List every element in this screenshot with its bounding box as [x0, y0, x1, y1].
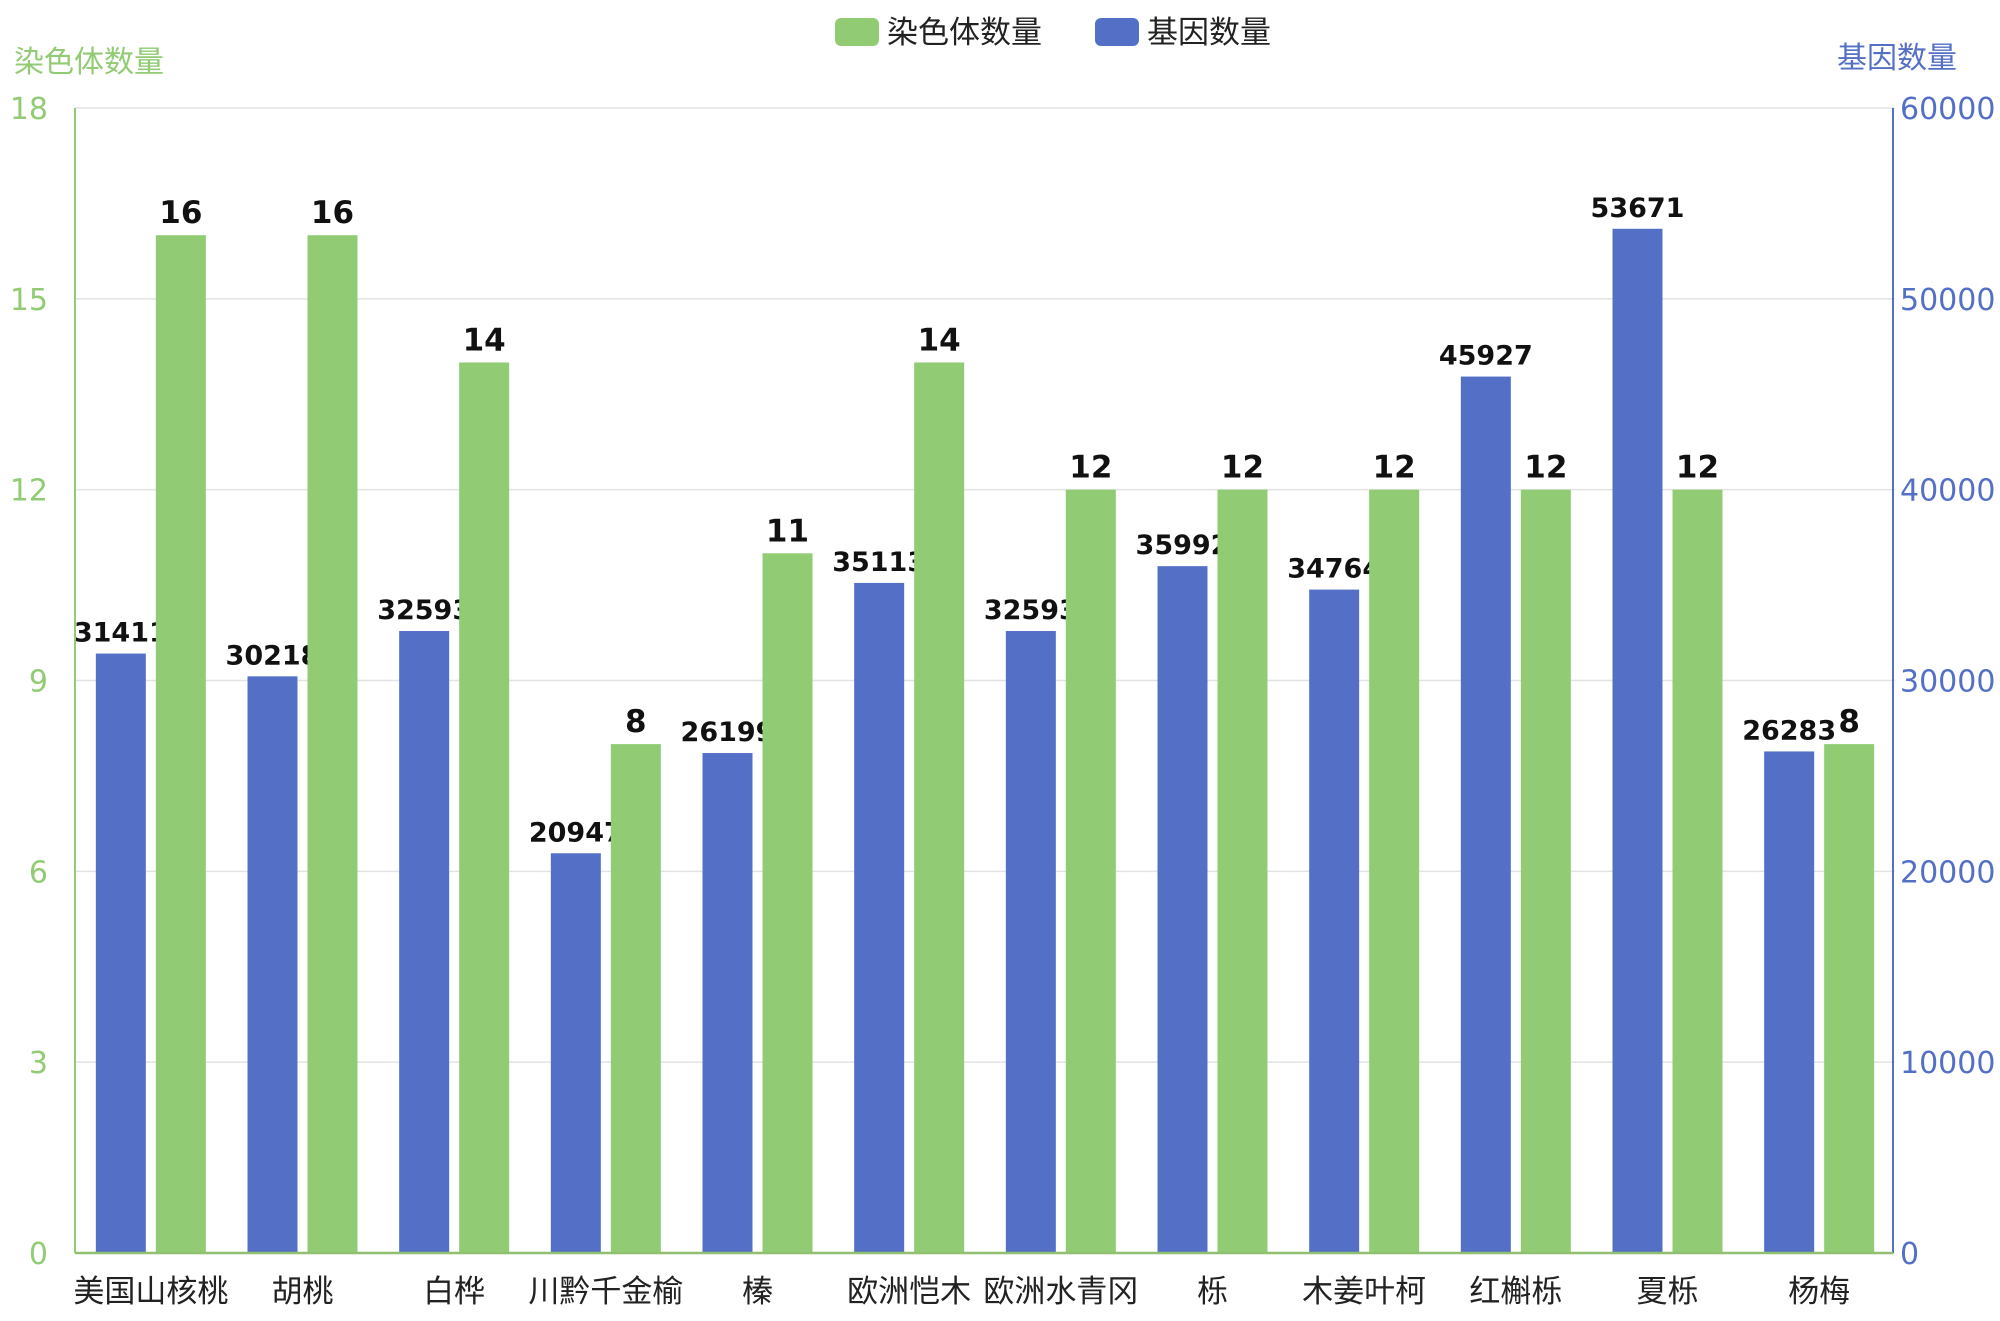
- right-axis-tick-label: 40000: [1900, 474, 1995, 509]
- x-axis-category-label: 红槲栎: [1469, 1274, 1562, 1310]
- chromosome-count-data-label: 16: [159, 195, 202, 231]
- x-axis-category-label: 美国山核桃: [73, 1274, 228, 1310]
- chromosome-count-data-label: 8: [1838, 704, 1860, 740]
- chromosome-count-bar[interactable]: [1824, 744, 1875, 1253]
- gene-count-data-label: 45927: [1439, 341, 1533, 372]
- right-axis-tick-label: 30000: [1900, 665, 1995, 700]
- chromosome-count-data-label: 12: [1221, 450, 1264, 486]
- x-axis-category-label: 榛: [742, 1274, 773, 1310]
- chromosome-count-data-label: 16: [311, 195, 354, 231]
- gene-count-bar[interactable]: [1005, 631, 1056, 1253]
- chromosome-count-bar[interactable]: [1369, 489, 1420, 1254]
- gene-count-data-label: 31411: [74, 618, 168, 649]
- chromosome-count-data-label: 12: [1524, 450, 1567, 486]
- chromosome-count-data-label: 14: [463, 322, 506, 358]
- chromosome-count-bar[interactable]: [1520, 489, 1571, 1254]
- chromosome-count-data-label: 14: [918, 322, 961, 358]
- left-axis-tick-label: 12: [10, 474, 48, 509]
- x-axis-category-label: 白桦: [423, 1274, 485, 1310]
- x-axis-category-label: 胡桃: [272, 1274, 334, 1310]
- chromosome-count-bar[interactable]: [307, 235, 358, 1253]
- gene-count-bar[interactable]: [550, 853, 601, 1253]
- chromosome-count-data-label: 8: [625, 704, 647, 740]
- legend-label: 染色体数量: [887, 15, 1042, 51]
- chromosome-count-bar[interactable]: [1217, 489, 1268, 1254]
- x-axis-category-label: 欧洲水青冈: [983, 1274, 1138, 1310]
- x-axis-category-label: 欧洲恺木: [847, 1274, 971, 1310]
- chromosome-count-bar[interactable]: [762, 553, 813, 1253]
- gene-count-data-label: 32593: [984, 595, 1078, 626]
- left-axis-tick-label: 3: [29, 1046, 48, 1081]
- left-axis-tick-label: 6: [29, 855, 48, 890]
- gene-count-data-label: 32593: [377, 595, 471, 626]
- chromosome-count-data-label: 12: [1676, 450, 1719, 486]
- left-axis-title: 染色体数量: [14, 45, 164, 80]
- gene-count-bar[interactable]: [247, 676, 298, 1253]
- chromosome-count-bar[interactable]: [1672, 489, 1723, 1254]
- legend-label: 基因数量: [1147, 15, 1271, 51]
- x-axis-category-label: 栎: [1197, 1274, 1228, 1310]
- chromosome-count-data-label: 12: [1069, 450, 1112, 486]
- legend-swatch[interactable]: [1095, 18, 1139, 46]
- gene-count-data-label: 26283: [1742, 715, 1836, 746]
- gene-count-data-label: 30218: [226, 640, 320, 671]
- gene-count-bar[interactable]: [399, 631, 450, 1253]
- chromosome-count-data-label: 11: [766, 513, 809, 549]
- gene-count-bar[interactable]: [1157, 566, 1208, 1253]
- right-axis-tick-label: 20000: [1900, 855, 1995, 890]
- gene-count-data-label: 34764: [1287, 554, 1381, 585]
- gene-count-data-label: 35113: [832, 547, 926, 578]
- chromosome-count-bar[interactable]: [610, 744, 661, 1253]
- gene-count-bar[interactable]: [1764, 751, 1815, 1253]
- chromosome-count-data-label: 12: [1373, 450, 1416, 486]
- gene-count-bar[interactable]: [1309, 589, 1360, 1253]
- x-axis-category-label: 杨梅: [1788, 1274, 1850, 1310]
- right-axis-title: 基因数量: [1837, 41, 1957, 76]
- gene-count-bar[interactable]: [95, 653, 146, 1253]
- legend-swatch[interactable]: [835, 18, 879, 46]
- gene-count-data-label: 26199: [681, 717, 775, 748]
- chromosome-count-bar[interactable]: [1065, 489, 1116, 1254]
- x-axis-category-label: 木姜叶柯: [1302, 1274, 1426, 1310]
- x-axis-category-label: 夏栎: [1637, 1274, 1699, 1310]
- gene-count-data-label: 35992: [1136, 530, 1230, 561]
- right-axis-tick-label: 0: [1900, 1237, 1919, 1272]
- chromosome-count-bar[interactable]: [459, 362, 510, 1253]
- gene-count-bar[interactable]: [1460, 376, 1511, 1253]
- gene-count-bar[interactable]: [702, 753, 753, 1253]
- gene-count-data-label: 20947: [529, 817, 623, 848]
- right-axis-tick-label: 50000: [1900, 283, 1995, 318]
- left-axis-tick-label: 0: [29, 1237, 48, 1272]
- chromosome-count-bar[interactable]: [914, 362, 965, 1253]
- chromosome-count-bar[interactable]: [155, 235, 206, 1253]
- left-axis-tick-label: 15: [10, 283, 48, 318]
- gene-count-bar[interactable]: [854, 582, 905, 1253]
- x-axis-category-label: 川黔千金榆: [528, 1274, 683, 1310]
- gene-count-data-label: 53671: [1591, 193, 1685, 224]
- right-axis-tick-label: 60000: [1900, 92, 1995, 127]
- gene-count-bar[interactable]: [1612, 228, 1663, 1253]
- left-axis-tick-label: 9: [29, 665, 48, 700]
- left-axis-tick-label: 18: [10, 92, 48, 127]
- right-axis-tick-label: 10000: [1900, 1046, 1995, 1081]
